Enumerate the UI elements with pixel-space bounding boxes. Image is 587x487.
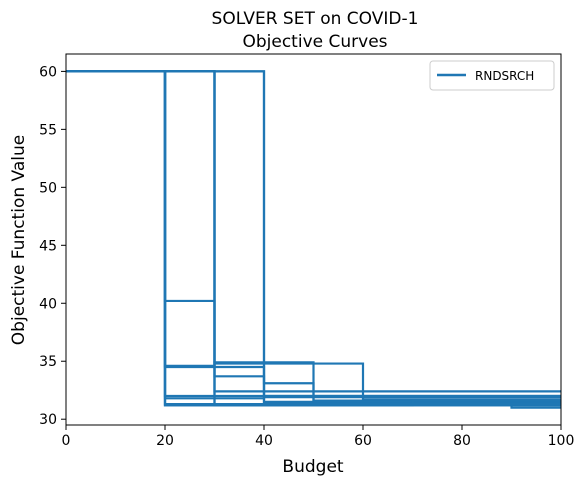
chart-subtitle: Objective Curves <box>242 32 387 52</box>
x-axis: 0 20 40 60 80 100 <box>62 425 575 449</box>
y-axis-label: Objective Function Value <box>9 135 29 345</box>
x-axis-label: Budget <box>282 457 343 477</box>
x-tick-label: 0 <box>62 433 71 449</box>
y-tick-label: 60 <box>39 64 57 80</box>
y-tick-label: 50 <box>39 180 57 196</box>
y-tick-label: 55 <box>39 122 57 138</box>
series-line-12 <box>66 70 561 407</box>
y-tick-label: 45 <box>39 238 57 254</box>
legend-box <box>429 60 555 91</box>
plot-lines <box>66 70 561 409</box>
series-line-13 <box>66 70 561 406</box>
x-tick-label: 40 <box>255 433 273 449</box>
legend-label-rndsrch: RNDSRCH <box>475 69 534 83</box>
y-axis: 30 35 40 45 50 55 60 <box>39 64 66 428</box>
x-tick-label: 80 <box>453 433 471 449</box>
x-tick-label: 20 <box>156 433 174 449</box>
series-line-9 <box>66 70 561 403</box>
y-tick-label: 40 <box>39 296 57 312</box>
y-tick-label: 35 <box>39 354 57 370</box>
x-tick-label: 60 <box>354 433 372 449</box>
chart-title: SOLVER SET on COVID-1 <box>212 9 419 29</box>
legend: RNDSRCH <box>429 60 555 91</box>
x-tick-label: 100 <box>548 433 575 449</box>
plot-frame <box>65 53 562 426</box>
y-tick-label: 30 <box>39 412 57 428</box>
